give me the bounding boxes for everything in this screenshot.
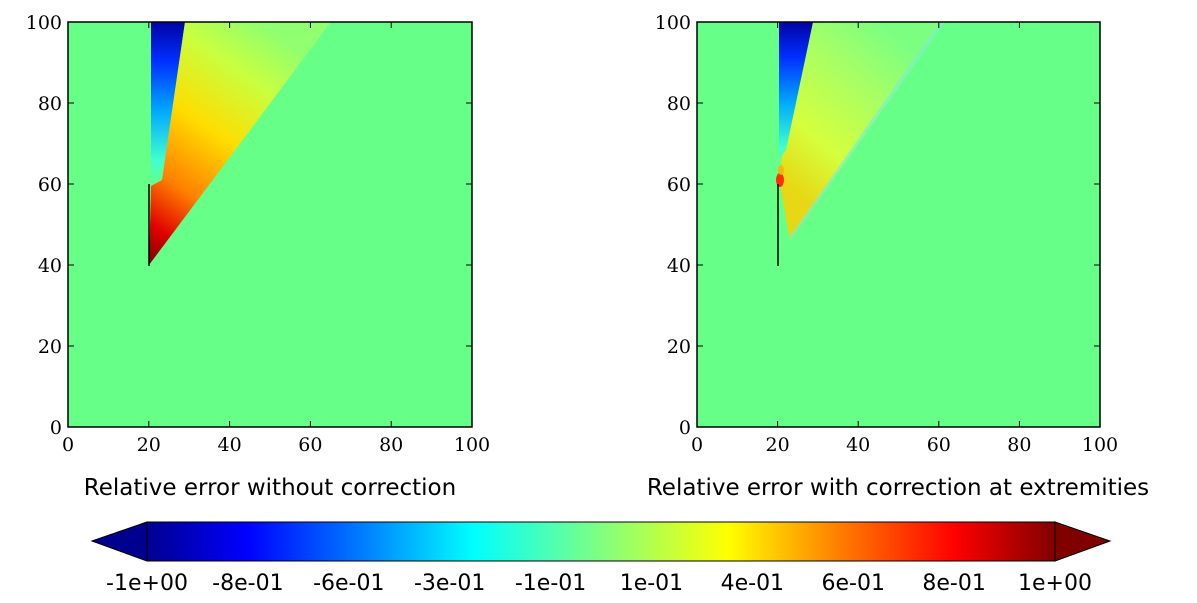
- y-tick-label: 40: [667, 255, 691, 277]
- hotspot-halo: [778, 165, 784, 175]
- colorbar-extend-high: [1054, 521, 1112, 562]
- hotspot: [776, 173, 784, 187]
- x-tick-label: 40: [218, 434, 242, 456]
- axis-ticks: 0 20 40 60 80 100 0 20 40 60 80 100: [26, 12, 490, 456]
- x-tick-label: 0: [62, 434, 74, 456]
- x-tick-label: 20: [137, 434, 161, 456]
- colorbar-tick-label: 6e-01: [821, 571, 884, 596]
- plot-background: [697, 22, 1100, 427]
- y-tick-label: 80: [667, 93, 691, 115]
- x-tick-label: 100: [1082, 434, 1118, 456]
- negative-region: [779, 22, 813, 158]
- x-tick-label: 0: [691, 434, 703, 456]
- colorbar-tick-label: 1e+00: [1018, 571, 1092, 596]
- positive-region-edge: [786, 22, 945, 242]
- x-axis-title: Relative error with correction at extrem…: [647, 475, 1149, 501]
- colorbar-ticks: -1e+00 -8e-01 -6e-01 -3e-01 -1e-01 1e-01 4e-01…: [106, 571, 1092, 596]
- x-tick-label: 60: [298, 434, 322, 456]
- heatmap-panel-right: 0 20 40 60 80 100 0 20 40 60 80 100 Relative error …: [647, 12, 1149, 501]
- y-tick-label: 60: [667, 174, 691, 196]
- x-tick-label: 80: [1007, 434, 1031, 456]
- colorbar-tick-label: 4e-01: [721, 571, 784, 596]
- y-tick-label: 100: [655, 12, 691, 34]
- y-tick-label: 20: [38, 336, 62, 358]
- y-tick-label: 100: [26, 12, 62, 34]
- colorbar: -1e+00 -8e-01 -6e-01 -3e-01 -1e-01 1e-01 4e-01…: [90, 521, 1112, 596]
- x-tick-label: 40: [846, 434, 870, 456]
- x-axis-title: Relative error without correction: [84, 475, 456, 501]
- x-tick-label: 20: [766, 434, 790, 456]
- y-tick-label: 60: [38, 174, 62, 196]
- heatmap-panel-left: 0 20 40 60 80 100 0 20 40 60 80 100 Relative error …: [26, 12, 490, 501]
- y-tick-label: 80: [38, 93, 62, 115]
- x-tick-label: 80: [379, 434, 403, 456]
- colorbar-body: [146, 521, 1056, 562]
- x-tick-label: 100: [454, 434, 490, 456]
- colorbar-extend-low: [90, 521, 148, 562]
- colorbar-tick-label: -8e-01: [212, 571, 283, 596]
- colorbar-tick-label: -1e-01: [515, 571, 586, 596]
- plot-frame: [696, 21, 1101, 428]
- y-tick-label: 40: [38, 255, 62, 277]
- colorbar-tick-label: 1e-01: [620, 571, 683, 596]
- plot-frame: [67, 21, 473, 428]
- colorbar-tick-label: -6e-01: [313, 571, 384, 596]
- colorbar-tick-label: -3e-01: [414, 571, 485, 596]
- negative-region: [151, 22, 185, 186]
- colorbar-tick-label: 8e-01: [922, 571, 985, 596]
- y-tick-label: 0: [679, 417, 691, 439]
- y-tick-label: 20: [667, 336, 691, 358]
- positive-region: [149, 22, 331, 265]
- colorbar-tick-label: -1e+00: [106, 571, 188, 596]
- x-tick-label: 60: [927, 434, 951, 456]
- y-tick-label: 0: [50, 417, 62, 439]
- axis-ticks: 0 20 40 60 80 100 0 20 40 60 80 100: [655, 12, 1118, 456]
